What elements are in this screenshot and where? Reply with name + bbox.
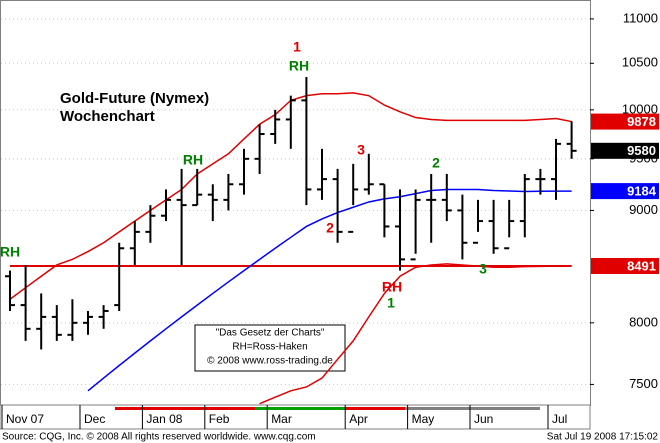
price-marker	[591, 142, 659, 159]
price-marker	[591, 183, 659, 200]
price-marker-label: 9878	[627, 114, 656, 129]
info-box	[194, 324, 346, 372]
y-tick-label: 10500	[622, 55, 658, 70]
annotation: RH	[289, 58, 309, 74]
annotation: RH	[0, 244, 20, 260]
x-tick-label: Jan 08	[146, 412, 182, 426]
info-line: © 2008 www.ross-trading.de	[207, 356, 333, 367]
x-tick-label: Dec	[84, 412, 105, 426]
annotation: 3	[357, 142, 365, 158]
indicator-line	[259, 263, 572, 405]
x-tick-label: Mar	[271, 412, 292, 426]
info-line: "Das Gesetz der Charts"	[216, 328, 325, 339]
strip-segment	[255, 407, 345, 410]
annotation: 3	[479, 261, 487, 277]
x-tick-label: Jul	[552, 412, 567, 426]
source: Source: CQG, Inc. © 2008 All rights rese…	[2, 432, 316, 443]
y-tick-label: 9000	[629, 202, 658, 217]
y-tick-label: 10000	[622, 101, 658, 116]
strip-segment	[345, 407, 405, 410]
annotation: RH	[183, 152, 203, 168]
annotation: 1	[387, 295, 395, 311]
price-marker-label: 8491	[627, 258, 656, 273]
annotation: 1	[293, 39, 301, 55]
price-marker-label: 9580	[627, 143, 656, 158]
info-line: RH=Ross-Haken	[232, 342, 307, 353]
x-tick-label: Nov 07	[6, 412, 44, 426]
price-marker	[591, 113, 659, 130]
chart-title: Gold-Future (Nymex)	[60, 90, 209, 107]
indicator-line	[87, 188, 572, 392]
x-tick-label: Apr	[349, 412, 368, 426]
annotation: 2	[326, 220, 334, 236]
strip-segment	[405, 407, 540, 410]
x-tick-label: Jun	[474, 412, 493, 426]
y-tick-label: 7500	[629, 376, 658, 391]
y-tick-label: 8000	[629, 314, 658, 329]
chart-subtitle: Wochenchart	[60, 108, 155, 125]
x-tick-label: May	[412, 412, 435, 426]
price-marker	[591, 257, 659, 274]
timestamp: Sat Jul 19 2008 17:15:02	[547, 432, 659, 443]
x-tick-label: Feb	[209, 412, 230, 426]
y-tick-label: 11000	[623, 10, 658, 25]
annotation: RH	[382, 279, 402, 295]
price-marker-label: 9184	[627, 184, 657, 199]
annotation: 2	[432, 155, 440, 171]
strip-segment	[115, 407, 255, 410]
